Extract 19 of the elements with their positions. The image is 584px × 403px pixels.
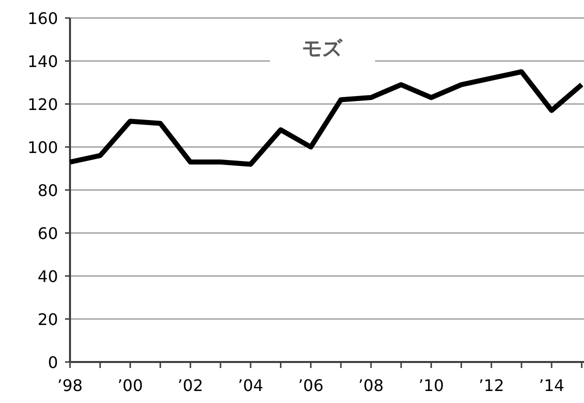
y-tick-label: 160 <box>27 9 58 28</box>
x-tick-label: ’10 <box>418 376 444 395</box>
x-tick-label: ’04 <box>238 376 264 395</box>
y-tick-label: 80 <box>38 181 58 200</box>
y-tick-label: 60 <box>38 224 58 243</box>
y-tick-label: 140 <box>27 52 58 71</box>
x-tick-label: ’06 <box>298 376 324 395</box>
x-tick-label: ’02 <box>178 376 204 395</box>
x-tick-label: ’12 <box>478 376 504 395</box>
y-tick-label: 120 <box>27 95 58 114</box>
x-tick-label: ’98 <box>57 376 83 395</box>
y-tick-label: 40 <box>38 267 58 286</box>
y-tick-label: 100 <box>27 138 58 157</box>
x-tick-label: ’00 <box>117 376 143 395</box>
y-tick-label: 0 <box>48 353 58 372</box>
text: モズ <box>302 36 343 60</box>
y-tick-label: 20 <box>38 310 58 329</box>
x-tick-label: ’08 <box>358 376 384 395</box>
x-tick-label: ’14 <box>538 376 564 395</box>
